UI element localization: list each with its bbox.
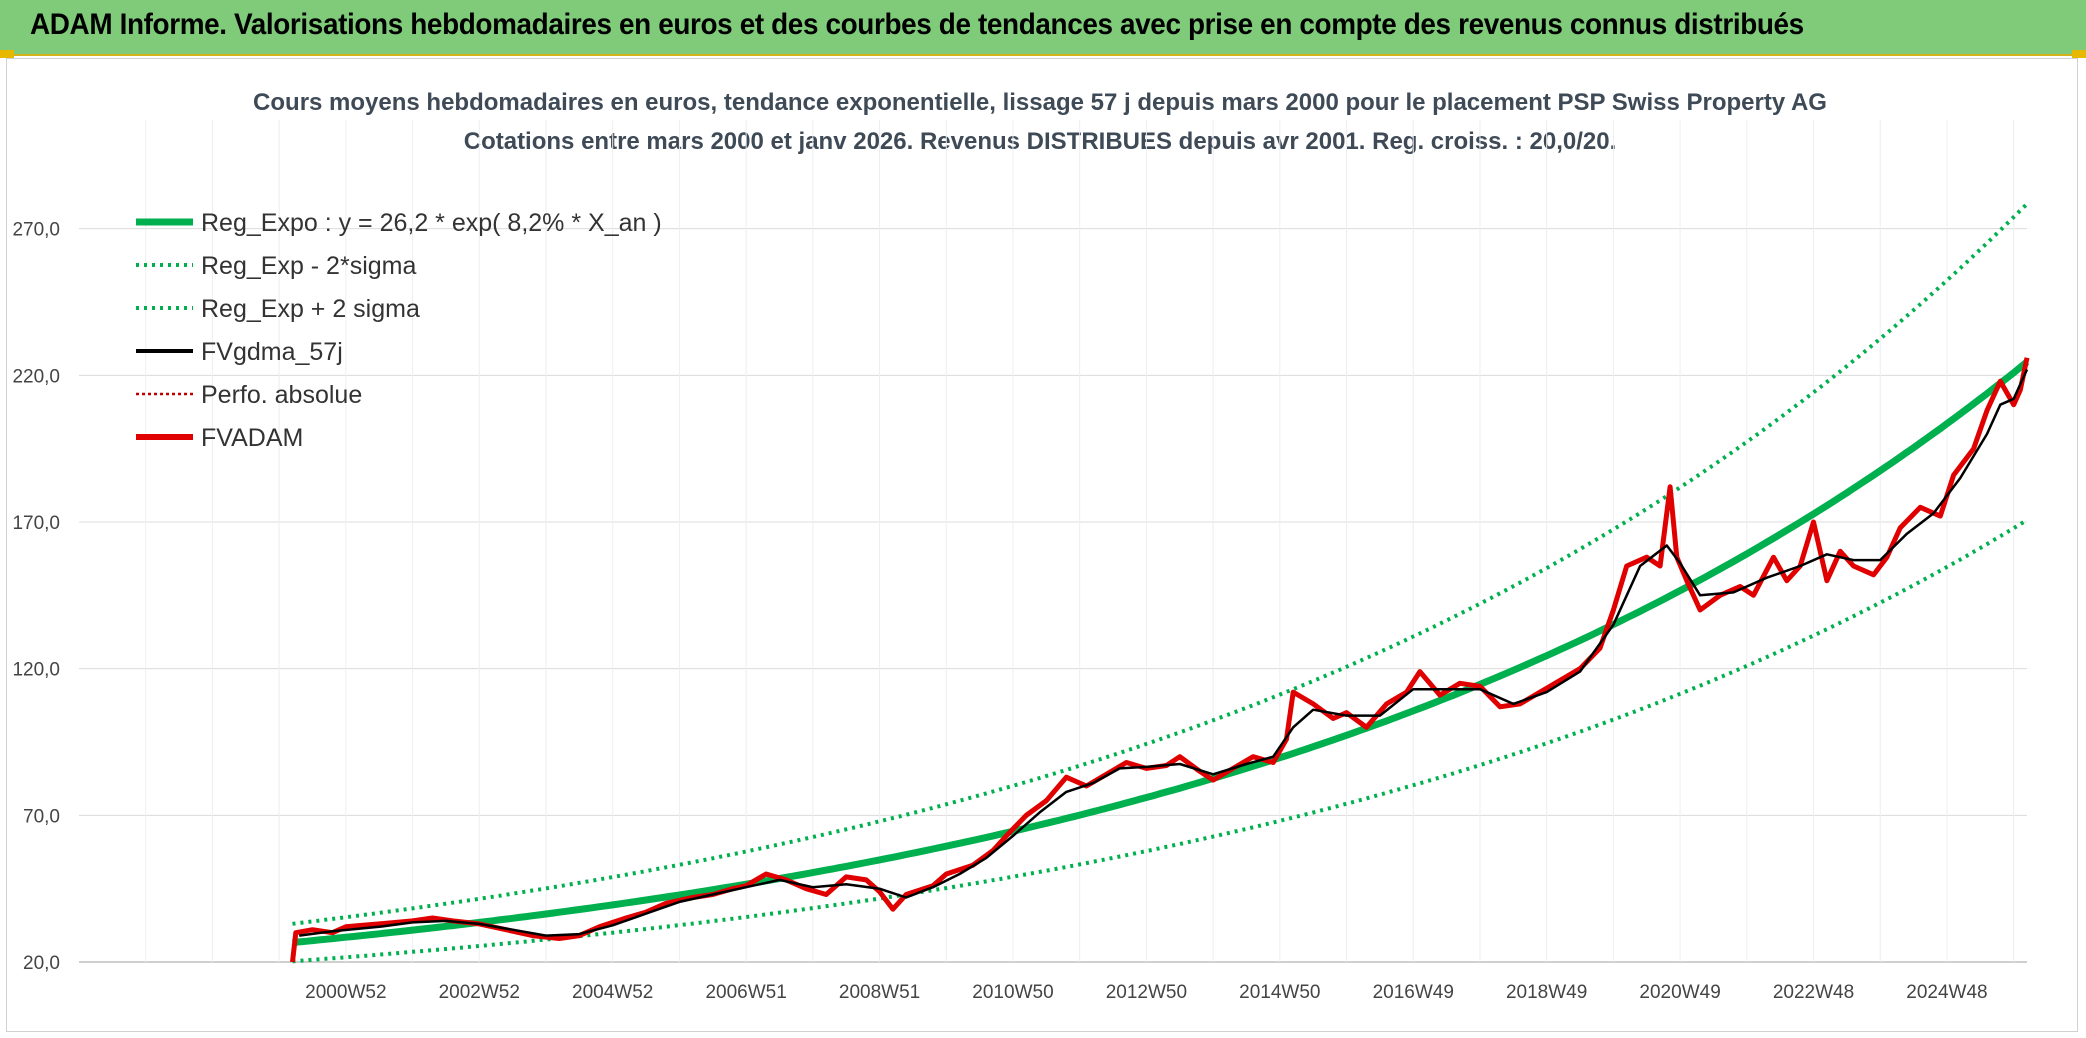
series-fvadam	[290, 357, 2030, 963]
report-banner: ADAM Informe. Valorisations hebdomadaire…	[0, 0, 2086, 56]
legend-label-0: Reg_Expo : y = 26,2 * exp( 8,2% * X_an )	[201, 209, 662, 237]
corner-marker-right	[2072, 50, 2086, 58]
y-tick-label-5: 270,0	[12, 220, 60, 241]
report-title: ADAM Informe. Valorisations hebdomadaire…	[30, 8, 1804, 41]
gridlines	[79, 120, 2027, 963]
legend-label-1: Reg_Exp - 2*sigma	[201, 252, 416, 280]
legend-label-5: FVADAM	[201, 424, 303, 452]
x-tick-label-3: 2006W51	[705, 982, 786, 1003]
chart-subtitle-line-2: Cotations entre mars 2000 et janv 2026. …	[464, 128, 1617, 155]
axis-ticks: 20,0 70,0 120,0 170,0 220,0 270,0 2000W52 2002W…	[12, 220, 1987, 1003]
y-tick-label-3: 170,0	[12, 513, 60, 534]
y-tick-label-0: 20,0	[23, 953, 60, 974]
legend-label-3: FVgdma_57j	[201, 338, 343, 366]
x-tick-label-1: 2002W52	[439, 982, 520, 1003]
corner-marker-left	[0, 50, 14, 58]
legend-label-2: Reg_Exp + 2 sigma	[201, 295, 420, 323]
x-tick-label-2: 2004W52	[572, 982, 653, 1003]
series-fvgdma	[299, 368, 2029, 937]
series-band-lower	[292, 518, 2029, 964]
y-tick-label-1: 70,0	[23, 806, 60, 827]
series-reg-expo	[292, 359, 2030, 946]
series-band-upper	[292, 202, 2029, 926]
chart-subtitle-line-1: Cours moyens hebdomadaires en euros, ten…	[253, 89, 1827, 116]
legend: Reg_Expo : y = 26,2 * exp( 8,2% * X_an )…	[136, 209, 662, 452]
x-tick-label-6: 2012W50	[1106, 982, 1187, 1003]
x-tick-label-0: 2000W52	[305, 982, 386, 1003]
x-tick-label-7: 2014W50	[1239, 982, 1320, 1003]
x-tick-label-12: 2024W48	[1906, 982, 1987, 1003]
x-tick-label-9: 2018W49	[1506, 982, 1587, 1003]
x-tick-label-8: 2016W49	[1373, 982, 1454, 1003]
x-tick-label-4: 2008W51	[839, 982, 920, 1003]
x-tick-label-5: 2010W50	[972, 982, 1053, 1003]
x-tick-label-11: 2022W48	[1773, 982, 1854, 1003]
x-tick-label-10: 2020W49	[1639, 982, 1720, 1003]
y-tick-label-4: 220,0	[12, 366, 60, 387]
legend-label-4: Perfo. absolue	[201, 381, 362, 409]
y-tick-label-2: 120,0	[12, 660, 60, 681]
chart-frame	[6, 58, 2078, 1032]
series-group	[290, 202, 2030, 964]
